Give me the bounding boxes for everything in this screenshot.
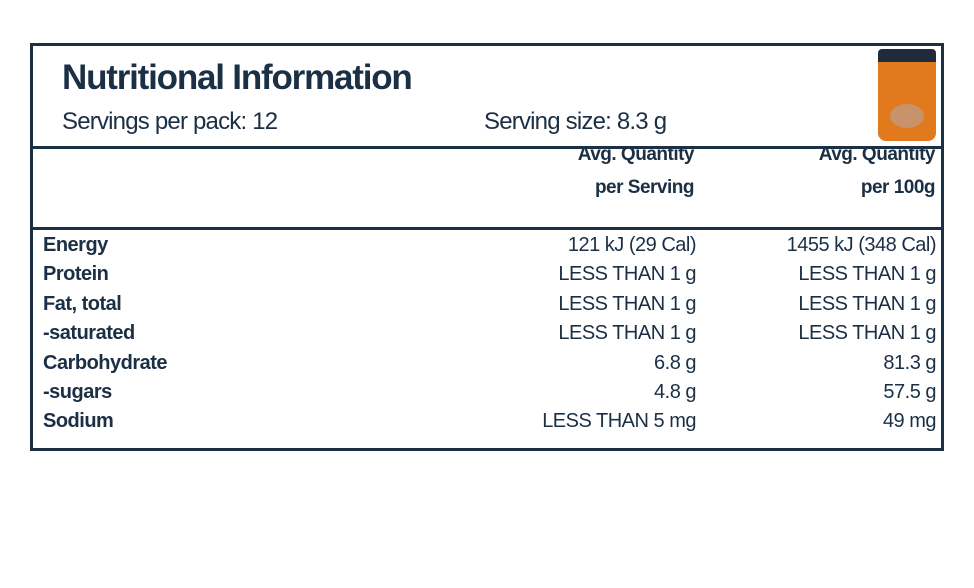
nutrient-name: -saturated [43,322,135,345]
per-100g-value: 57.5 g [883,381,936,403]
per-100g-value: LESS THAN 1 g [798,322,936,345]
nutrient-name: Fat, total [43,292,122,315]
per-100g-value: 81.3 g [883,351,936,374]
product-image [878,49,936,141]
per-serving-value: LESS THAN 1 g [558,292,696,315]
per-serving-value: 4.8 g [654,381,696,403]
nutrient-name: -sugars [43,381,112,403]
column-header: per Serving [594,177,695,198]
title: Nutritional Information [62,58,413,97]
divider [33,227,941,230]
nutrient-name: Carbohydrate [43,351,168,374]
per-100g-value: 1455 kJ (348 Cal) [786,234,937,256]
per-serving-value: LESS THAN 1 g [558,322,696,345]
per-serving-value: 121 kJ (29 Cal) [567,234,697,256]
nutrient-name: Protein [43,263,109,286]
divider [33,146,941,149]
per-100g-value: LESS THAN 1 g [798,292,936,315]
per-serving-value: LESS THAN 1 g [558,263,696,286]
column-header: per 100g [860,177,936,198]
column-header: Avg. Quantity [577,144,695,165]
per-100g-value: LESS THAN 1 g [798,263,936,286]
nutrient-name: Energy [43,234,108,256]
per-100g-value: 49 mg [882,410,937,433]
nutrient-name: Sodium [43,410,114,433]
column-header: Avg. Quantity [818,144,936,165]
serving-size: Serving size: 8.3 g [484,108,667,135]
per-serving-value: LESS THAN 5 mg [542,410,696,433]
servings-per-pack: Servings per pack: 12 [62,108,278,135]
nutrition-panel: Nutritional Information Servings per pac… [30,43,944,451]
per-serving-value: 6.8 g [654,351,696,374]
